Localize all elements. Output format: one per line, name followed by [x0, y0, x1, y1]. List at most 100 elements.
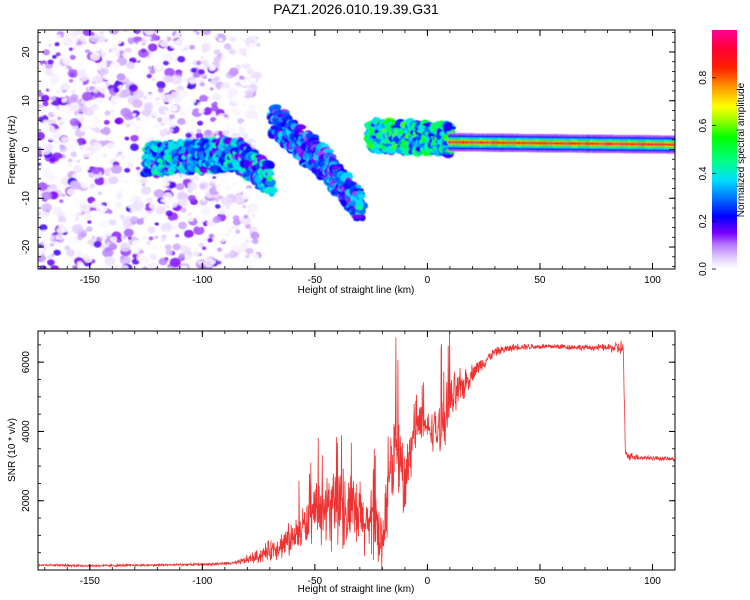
spectrogram-noise-blob — [168, 128, 174, 133]
spectrogram-noise-blob — [149, 52, 161, 62]
spectrogram-noise-blob — [185, 237, 197, 246]
spectrogram-noise-blob — [202, 107, 213, 116]
spectrogram-noise-blob — [170, 91, 180, 99]
spectrogram-noise-blob — [39, 265, 47, 269]
spectrogram-noise-blob — [61, 97, 68, 103]
spectrogram-noise-blob — [93, 92, 101, 99]
spectrogram-noise-blob — [180, 265, 188, 269]
spectrogram-noise-blob — [38, 211, 42, 216]
spectrogram-noise-blob — [149, 69, 156, 75]
spectrogram-noise-blob — [176, 191, 189, 201]
spectrogram-noise-blob — [217, 260, 222, 265]
spectrogram-noise-blob — [170, 51, 176, 57]
spectrogram-noise-blob — [112, 36, 123, 45]
spectrogram-noise-blob — [68, 78, 74, 83]
spectrogram-noise-blob — [153, 189, 165, 198]
spectrogram-noise-blob — [146, 197, 153, 203]
spectrogram-noise-blob — [105, 51, 117, 62]
spectrogram-noise-blob — [197, 120, 204, 126]
spectrogram-noise-blob — [247, 117, 257, 126]
spectrogram-noise-blob — [165, 182, 170, 187]
spectrogram-noise-blob — [157, 117, 163, 122]
spectrogram-noise-blob — [198, 69, 205, 75]
spectrogram-noise-blob — [236, 179, 246, 188]
spectrogram-noise-blob — [157, 248, 166, 256]
x-tick-label: 100 — [644, 275, 661, 286]
spectrogram-noise-blob — [163, 60, 170, 66]
spectrogram-noise-blob — [221, 180, 228, 185]
spectrogram-noise-blob — [88, 172, 95, 178]
spectrogram-noise-blob — [122, 51, 131, 58]
spectrogram-noise-blob — [124, 167, 131, 173]
spectrogram-noise-blob — [242, 204, 247, 209]
spectrogram-noise-blob — [183, 30, 189, 33]
spectrogram-noise-blob — [71, 207, 80, 214]
spectrogram-noise-blob — [174, 173, 180, 179]
spectrogram-band-core — [266, 176, 273, 182]
spectrogram-noise-blob — [96, 97, 104, 104]
spectrogram-noise-blob — [130, 143, 139, 151]
spectrogram-noise-blob — [145, 216, 155, 225]
spectrogram-noise-blob — [230, 235, 241, 245]
spectrogram-noise-blob — [61, 83, 70, 91]
colorbar-label: Normalized spectral amplitude — [736, 82, 747, 217]
spectrogram-noise-blob — [66, 249, 75, 257]
spectrogram-noise-blob — [68, 102, 80, 112]
spectrogram-band-core — [356, 205, 363, 211]
spectrogram-noise-blob — [89, 33, 101, 43]
spectrogram-noise-blob — [114, 137, 126, 147]
spectrogram-noise-blob — [187, 212, 192, 216]
spectrogram-noise-blob — [119, 255, 131, 265]
spectrogram-noise-blob — [117, 84, 126, 92]
spectrogram-noise-blob — [189, 44, 196, 50]
spectrogram-noise-blob — [212, 176, 217, 180]
spectrogram-noise-blob — [153, 238, 159, 242]
spectrogram-noise-blob — [185, 132, 192, 139]
spectrogram-noise-blob — [193, 247, 198, 251]
spectrogram-noise-blob — [149, 84, 158, 93]
spectrogram-noise-blob — [242, 191, 252, 200]
spectrogram-noise-blob — [167, 264, 172, 268]
spectrogram-noise-blob — [42, 119, 49, 125]
spectrogram-noise-blob — [98, 124, 105, 130]
spectrogram-noise-blob — [67, 69, 79, 78]
spectrogram-noise-blob — [80, 199, 88, 205]
colorbar-tick-label: 0.0 — [698, 262, 709, 276]
spectrogram-noise-blob — [161, 234, 167, 239]
spectrogram-noise-blob — [164, 229, 169, 234]
spectrogram-noise-blob — [81, 41, 87, 46]
spectrogram-noise-blob — [190, 67, 197, 73]
spectrogram-noise-blob — [104, 110, 111, 116]
spectrogram-noise-blob — [126, 80, 131, 85]
spectrogram-noise-blob — [177, 55, 186, 63]
spectrogram-noise-blob — [140, 179, 146, 184]
spectrogram-noise-blob — [243, 214, 249, 219]
spectrogram-noise-blob — [39, 224, 48, 231]
spectrogram-noise-blob — [155, 97, 160, 102]
spectrogram-noise-blob — [90, 52, 101, 61]
spectrogram-noise-blob — [73, 165, 83, 173]
spectrogram-noise-blob — [131, 46, 137, 51]
spectrogram-noise-blob — [68, 163, 72, 167]
spectrogram-noise-blob — [96, 48, 100, 52]
spectrogram-noise-blob — [151, 100, 162, 109]
spectrogram-noise-blob — [71, 224, 84, 234]
spectrogram-noise-blob — [73, 79, 82, 86]
spectrogram-noise-blob — [167, 98, 173, 104]
spectrogram-noise-blob — [131, 70, 139, 77]
spectrogram-noise-blob — [202, 50, 207, 54]
spectrogram-noise-blob — [93, 116, 99, 121]
spectrogram-noise-blob — [185, 255, 192, 261]
spectrogram-noise-blob — [77, 235, 83, 241]
spectrogram-noise-blob — [179, 44, 185, 49]
spectrogram-noise-blob — [147, 43, 158, 52]
spectrogram-noise-blob — [76, 137, 86, 146]
colorbar-tick-label: 0.4 — [698, 166, 709, 180]
spectrogram-noise-blob — [171, 225, 178, 230]
spectrogram-noise-blob — [207, 237, 213, 243]
spectrogram-noise-blob — [186, 96, 196, 104]
spectrogram-noise-blob — [140, 186, 152, 195]
spectrogram-noise-blob — [213, 34, 219, 38]
spectrogram-noise-blob — [195, 213, 207, 223]
